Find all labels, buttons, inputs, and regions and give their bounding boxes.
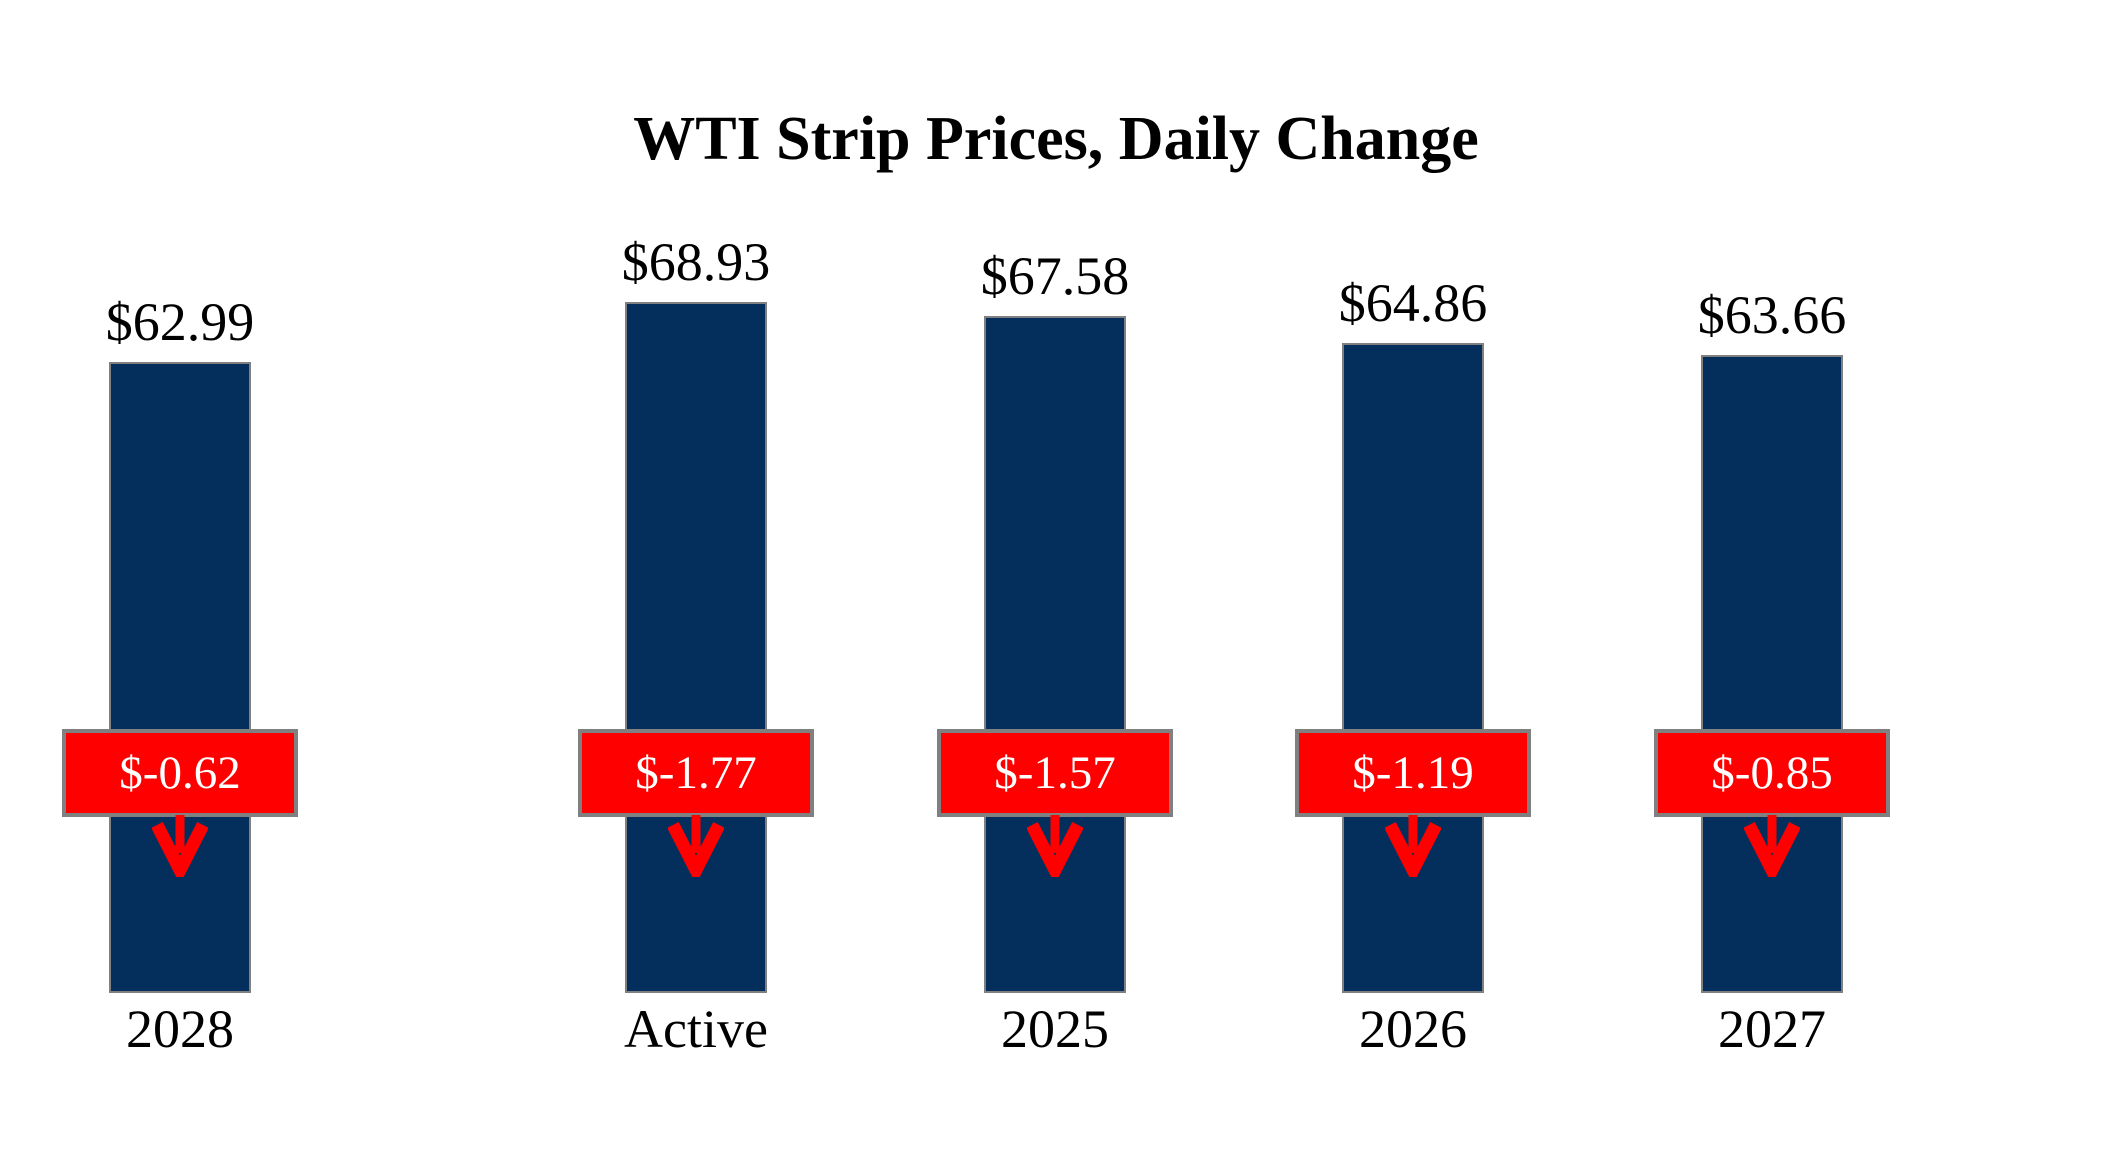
chart-title: WTI Strip Prices, Daily Change xyxy=(633,105,1479,173)
down-arrow-icon xyxy=(151,815,209,885)
change-badge: $-1.19 xyxy=(1295,729,1531,817)
bar-group: $67.58 $-1.57 2025 xyxy=(875,0,1235,1152)
category-label: 2028 xyxy=(126,999,234,1059)
category-label: 2025 xyxy=(1001,999,1109,1059)
category-label: 2027 xyxy=(1718,999,1826,1059)
down-arrow-icon xyxy=(1384,815,1442,885)
change-badge: $-1.57 xyxy=(937,729,1173,817)
bar-group: $62.99 $-0.62 2028 xyxy=(0,0,360,1152)
category-label: Active xyxy=(624,999,768,1059)
change-badge: $-1.77 xyxy=(578,729,814,817)
down-arrow-icon xyxy=(1743,815,1801,885)
down-arrow-icon xyxy=(667,815,725,885)
bar-group: $63.66 $-0.85 2027 xyxy=(1592,0,1952,1152)
change-badge: $-0.62 xyxy=(62,729,298,817)
bar xyxy=(984,316,1126,993)
change-badge: $-0.85 xyxy=(1654,729,1890,817)
bar-group: $68.93 $-1.77 Active xyxy=(516,0,876,1152)
bar-group: $64.86 $-1.19 2026 xyxy=(1233,0,1593,1152)
bar xyxy=(1701,355,1843,993)
bar xyxy=(109,362,251,993)
bar xyxy=(1342,343,1484,993)
price-label: $63.66 xyxy=(1697,284,1847,345)
bar xyxy=(625,302,767,993)
down-arrow-icon xyxy=(1026,815,1084,885)
price-label: $67.58 xyxy=(980,245,1130,306)
price-label: $62.99 xyxy=(105,291,255,352)
category-label: 2026 xyxy=(1359,999,1467,1059)
price-label: $68.93 xyxy=(621,231,771,292)
price-label: $64.86 xyxy=(1338,272,1488,333)
